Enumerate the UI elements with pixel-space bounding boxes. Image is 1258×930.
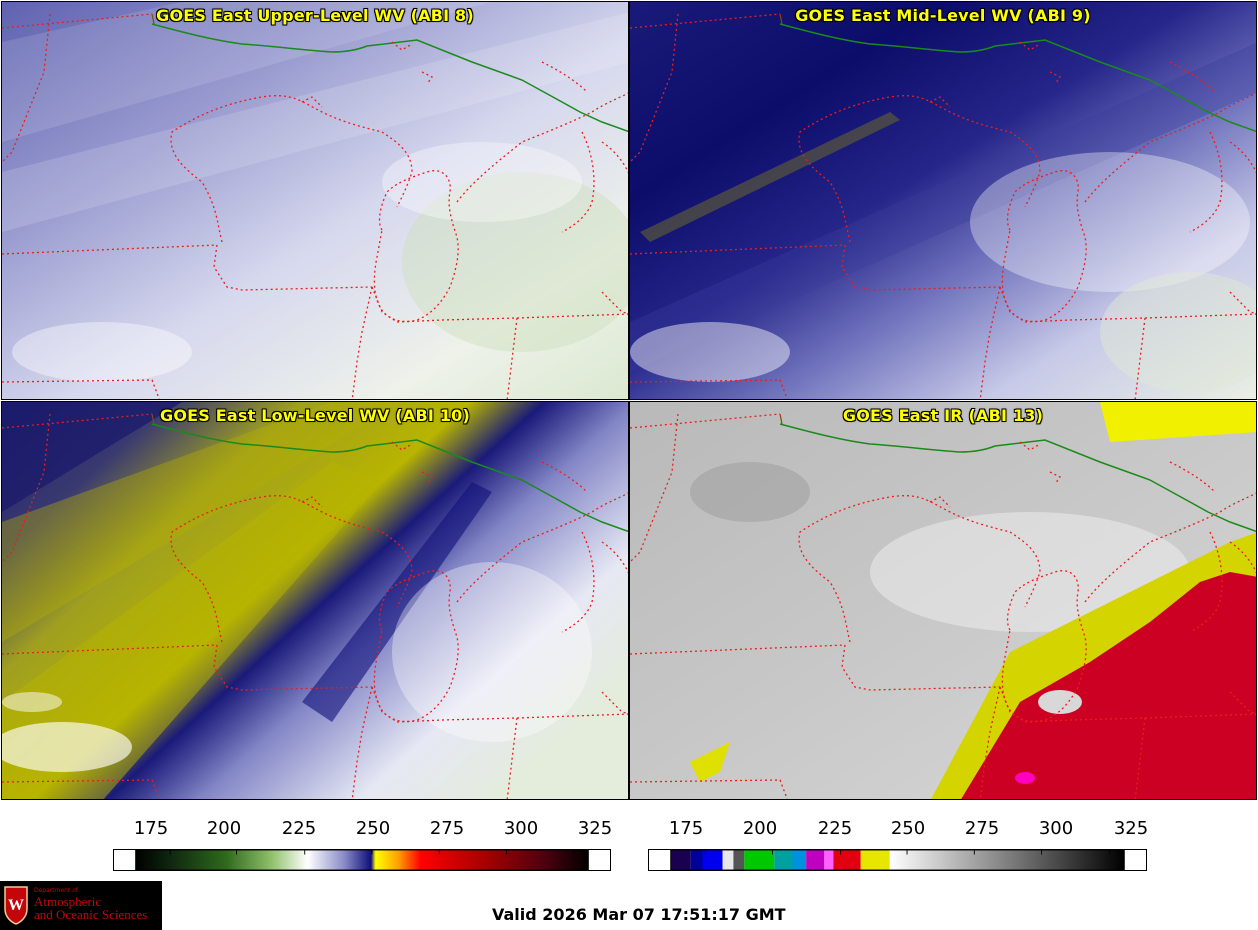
logo-atmospheric-text: Atmospheric: [34, 894, 102, 909]
low-level-wv-panel: GOES East Low-Level WV (ABI 10): [1, 401, 629, 800]
valid-time-label: Valid 2026 Mar 07 17:51:17 GMT: [492, 905, 786, 924]
mid-level-wv-panel: GOES East Mid-Level WV (ABI 9): [629, 1, 1257, 400]
wv-colorbar: 175 200 225 250 275 300 325: [113, 818, 613, 873]
logo-department-text: Department of: [34, 887, 78, 894]
wv-tick-label: 200: [206, 818, 242, 839]
ir-colorbar-ticks: 175 200 225 250 275 300 325: [648, 818, 1149, 842]
wv-tick-label: 225: [281, 818, 317, 839]
ir-tick-label: 225: [817, 818, 853, 839]
aos-logo: W Department of Atmospheric and Oceanic …: [0, 881, 162, 930]
ir-tick-label: 325: [1113, 818, 1149, 839]
wv-tick-label: 250: [355, 818, 391, 839]
uw-crest-icon: W: [4, 886, 28, 925]
wv-tick-label: 175: [133, 818, 169, 839]
wv-tick-label: 325: [577, 818, 613, 839]
ir-tick-label: 200: [742, 818, 778, 839]
mid-level-wv-image: [630, 2, 1256, 399]
upper-level-wv-panel: GOES East Upper-Level WV (ABI 8): [1, 1, 629, 400]
ir-tick-label: 250: [890, 818, 926, 839]
ir-title: GOES East IR (ABI 13): [842, 406, 1044, 425]
svg-text:W: W: [8, 897, 24, 914]
ir-panel: GOES East IR (ABI 13): [629, 401, 1257, 800]
ir-tick-label: 300: [1038, 818, 1074, 839]
ir-image: [630, 402, 1256, 799]
low-level-wv-image: [2, 402, 628, 799]
mid-level-wv-title: GOES East Mid-Level WV (ABI 9): [795, 6, 1091, 25]
wv-colorbar-strip: [113, 849, 611, 871]
wv-tick-label: 275: [429, 818, 465, 839]
upper-level-wv-image: [2, 2, 628, 399]
wv-colorbar-ticks: 175 200 225 250 275 300 325: [113, 818, 613, 842]
wv-tick-label: 300: [503, 818, 539, 839]
ir-tick-label: 275: [964, 818, 1000, 839]
low-level-wv-title: GOES East Low-Level WV (ABI 10): [159, 406, 470, 425]
ir-colorbar: 175 200 225 250 275 300 325: [648, 818, 1149, 873]
logo-oceanic-text: and Oceanic Sciences: [34, 907, 148, 922]
ir-tick-label: 175: [668, 818, 704, 839]
upper-level-wv-title: GOES East Upper-Level WV (ABI 8): [156, 6, 474, 25]
ir-colorbar-strip: [648, 849, 1147, 871]
